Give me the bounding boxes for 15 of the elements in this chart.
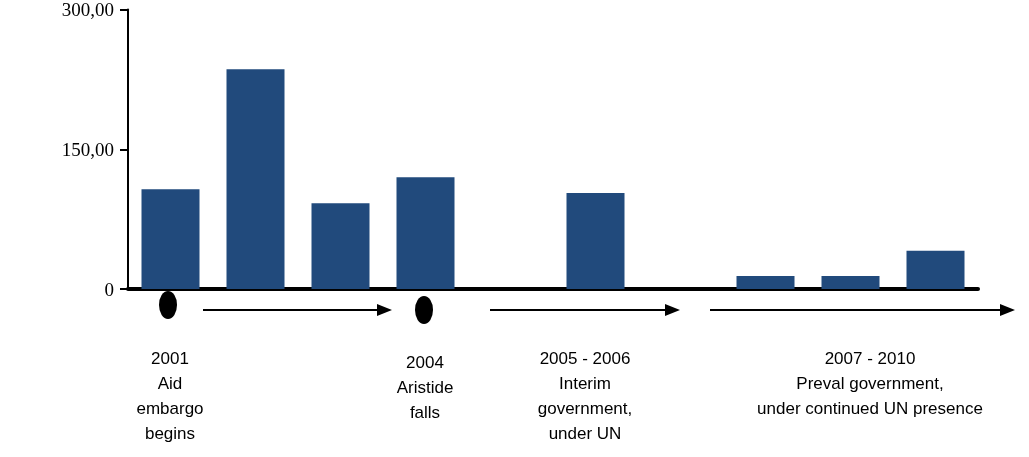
bar (311, 203, 370, 289)
text: 2007 - 2010 Preval government, under continued UN presence (757, 349, 983, 418)
y-tick-label: 0 (104, 278, 114, 300)
text: 2001 Aid embargo begins (136, 349, 204, 443)
bar (736, 275, 795, 289)
y-tick-label: 150,00 (61, 138, 114, 160)
y-tick-label: 300,00 (61, 0, 114, 20)
text: 2005 - 2006 Interim government, under UN (537, 349, 633, 443)
bar (226, 69, 285, 289)
bar (141, 189, 200, 289)
text: 2004 Aristide falls (396, 353, 454, 422)
bar (566, 193, 625, 289)
bar (396, 177, 455, 289)
bar (821, 275, 880, 289)
bar (906, 250, 965, 289)
